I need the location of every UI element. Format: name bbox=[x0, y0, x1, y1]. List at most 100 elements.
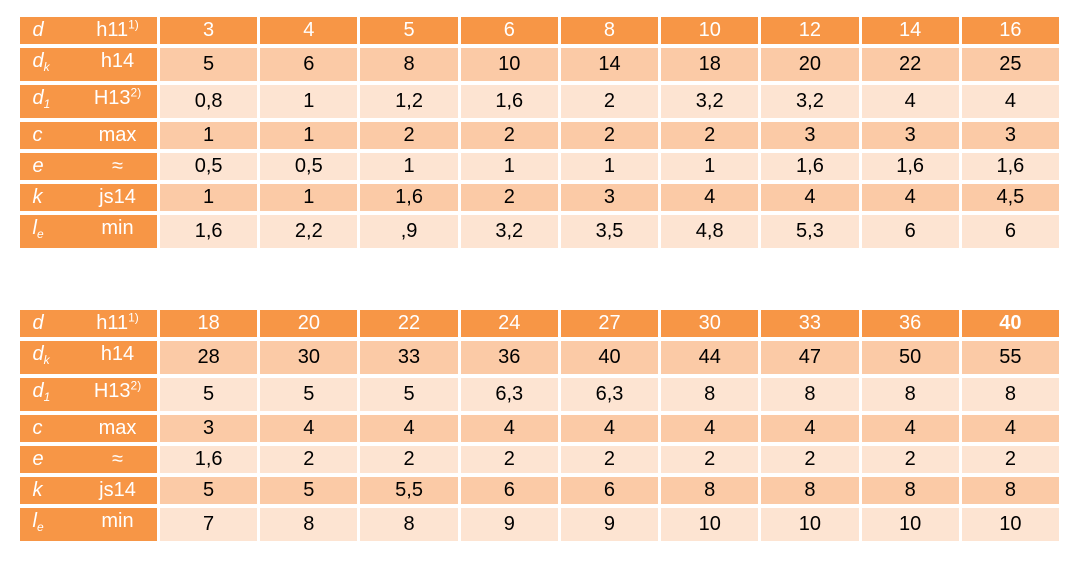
value-cell: 2 bbox=[360, 122, 458, 149]
header-cell: 10 bbox=[661, 17, 759, 44]
row-label: d1 H132) bbox=[20, 378, 157, 411]
footnote-ref: 2) bbox=[130, 85, 142, 100]
row-label: e ≈ bbox=[20, 153, 157, 180]
tolerance-text: js14 bbox=[99, 186, 136, 208]
value-cell: 8 bbox=[661, 477, 759, 504]
value-cell: 1 bbox=[360, 153, 458, 180]
value-cell: 4 bbox=[761, 415, 859, 442]
tolerance-text: min bbox=[101, 510, 134, 532]
value-cell: 3,2 bbox=[661, 85, 759, 118]
value-cell: 2 bbox=[961, 446, 1059, 473]
tolerance-label: h111) bbox=[83, 17, 153, 44]
tolerance-text: max bbox=[98, 124, 137, 146]
value-cell: 4 bbox=[460, 415, 558, 442]
value-cell: 8 bbox=[260, 508, 358, 541]
value-cell: 2 bbox=[460, 184, 558, 211]
value-cell: 1 bbox=[260, 184, 358, 211]
header-cell: 8 bbox=[560, 17, 659, 44]
value-cell: 2 bbox=[661, 446, 759, 473]
row-label: k js14 bbox=[20, 477, 157, 504]
value-cell: 6 bbox=[260, 48, 358, 81]
tolerance-label: max bbox=[83, 122, 153, 149]
value-cell: 5,5 bbox=[360, 477, 458, 504]
tolerance-label: js14 bbox=[83, 184, 153, 211]
value-cell: 4,8 bbox=[661, 215, 759, 248]
value-cell: 1 bbox=[661, 153, 759, 180]
row-label: e ≈ bbox=[20, 446, 157, 473]
value-cell: 47 bbox=[761, 341, 859, 374]
tolerance-label: min bbox=[83, 215, 153, 242]
tolerance-label: ≈ bbox=[83, 153, 153, 180]
value-cell: 6 bbox=[560, 477, 659, 504]
symbol-letter: k bbox=[32, 479, 43, 501]
symbol-letter: d bbox=[32, 19, 44, 41]
value-cell: 5 bbox=[260, 477, 358, 504]
value-cell: 8 bbox=[360, 508, 458, 541]
header-cell: 27 bbox=[560, 310, 659, 337]
value-cell: 8 bbox=[861, 477, 959, 504]
row-label: k js14 bbox=[20, 184, 157, 211]
value-cell: 2 bbox=[661, 122, 759, 149]
value-cell: 8 bbox=[360, 48, 458, 81]
parameter-symbol: d bbox=[25, 17, 83, 44]
value-cell: 55 bbox=[961, 341, 1059, 374]
table-row: d1 H132) 0,8 1 1,2 1,6 2 3,2 3,2 4 4 bbox=[20, 85, 1059, 118]
value-cell: ,9 bbox=[360, 215, 458, 248]
value-cell: 2 bbox=[560, 122, 659, 149]
tolerance-text: ≈ bbox=[112, 448, 123, 470]
value-cell: 1 bbox=[260, 85, 358, 118]
symbol-letter: d bbox=[32, 50, 44, 72]
symbol-subscript: k bbox=[43, 60, 50, 74]
value-cell: 10 bbox=[460, 48, 558, 81]
tolerance-text: js14 bbox=[99, 479, 136, 501]
parameter-symbol: le bbox=[25, 215, 83, 248]
dimension-table-2: d h111) 18 20 22 24 27 30 33 36 40 dk h14 28 30 33 36 40 4… bbox=[17, 306, 1062, 545]
value-cell: 22 bbox=[861, 48, 959, 81]
symbol-letter: c bbox=[32, 124, 43, 146]
parameter-symbol: e bbox=[25, 153, 83, 180]
tolerance-label: H132) bbox=[83, 378, 153, 405]
table-row: e ≈1,6 2 2 2 2 2 2 2 2 bbox=[20, 446, 1059, 473]
value-cell: 4 bbox=[661, 184, 759, 211]
value-cell: 4 bbox=[861, 184, 959, 211]
value-cell: 3 bbox=[961, 122, 1059, 149]
table-body: d h111) 3 4 5 6 8 10 12 14 16 dk h14 5 6 8 10 14 18 20 22 25 d… bbox=[20, 17, 1059, 248]
table-row: e ≈0,5 0,5 1 1 1 1 1,6 1,6 1,6 bbox=[20, 153, 1059, 180]
table-row: dk h14 28 30 33 36 40 44 47 50 55 bbox=[20, 341, 1059, 374]
table-body: d h111) 18 20 22 24 27 30 33 36 40 dk h14 28 30 33 36 40 4… bbox=[20, 310, 1059, 541]
value-cell: 0,8 bbox=[160, 85, 258, 118]
row-label: d h111) bbox=[20, 310, 157, 337]
value-cell: 2 bbox=[861, 446, 959, 473]
value-cell: 36 bbox=[460, 341, 558, 374]
value-cell: 4 bbox=[861, 85, 959, 118]
symbol-subscript: k bbox=[43, 353, 50, 367]
value-cell: 18 bbox=[661, 48, 759, 81]
tolerance-text: h11 bbox=[96, 312, 129, 334]
parameter-symbol: le bbox=[25, 508, 83, 541]
value-cell: 8 bbox=[761, 378, 859, 411]
value-cell: 8 bbox=[961, 477, 1059, 504]
tolerance-text: max bbox=[98, 417, 137, 439]
value-cell: 3 bbox=[160, 415, 258, 442]
table-row: d1 H132) 5 5 5 6,3 6,3 8 8 8 8 bbox=[20, 378, 1059, 411]
parameter-symbol: d1 bbox=[25, 85, 83, 118]
value-cell: 5 bbox=[260, 378, 358, 411]
footnote-ref: 2) bbox=[130, 378, 142, 393]
row-label: c max bbox=[20, 122, 157, 149]
header-cell: 5 bbox=[360, 17, 458, 44]
table-row: k js14 1 1 1,6 2 3 4 4 4 4,5 bbox=[20, 184, 1059, 211]
table-row: dk h14 5 6 8 10 14 18 20 22 25 bbox=[20, 48, 1059, 81]
header-cell: 12 bbox=[761, 17, 859, 44]
parameter-symbol: d1 bbox=[25, 378, 83, 411]
value-cell: 6 bbox=[861, 215, 959, 248]
value-cell: 2 bbox=[761, 446, 859, 473]
header-cell: 30 bbox=[661, 310, 759, 337]
header-cell: 4 bbox=[260, 17, 358, 44]
table-row: c max 1 1 2 2 2 2 3 3 3 bbox=[20, 122, 1059, 149]
value-cell: 28 bbox=[160, 341, 258, 374]
tolerance-label: h14 bbox=[83, 48, 153, 75]
header-cell: 14 bbox=[861, 17, 959, 44]
value-cell: 0,5 bbox=[160, 153, 258, 180]
header-row: d h111) 3 4 5 6 8 10 12 14 16 bbox=[20, 17, 1059, 44]
value-cell: 9 bbox=[460, 508, 558, 541]
